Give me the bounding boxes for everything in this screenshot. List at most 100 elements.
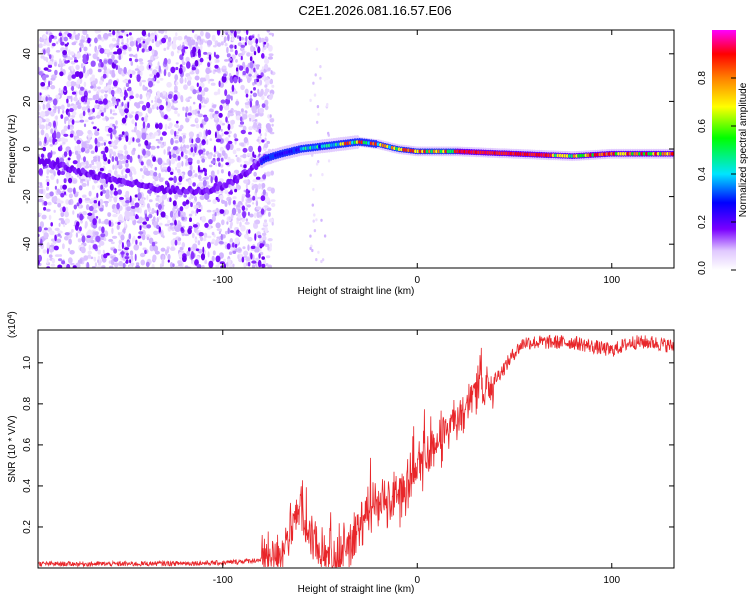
noise-speckle <box>266 207 272 212</box>
noise-speckle <box>215 264 220 268</box>
noise-speckle <box>187 227 192 235</box>
noise-speckle <box>261 263 266 268</box>
noise-speckle <box>163 149 166 155</box>
noise-speckle <box>128 211 134 217</box>
noise-speckle <box>244 102 250 106</box>
noise-speckle <box>54 69 58 76</box>
noise-speckle <box>251 260 257 264</box>
noise-speckle <box>111 69 115 76</box>
noise-speckle <box>219 195 224 200</box>
noise-speckle <box>91 165 97 170</box>
noise-speckle <box>109 183 114 191</box>
noise-speckle <box>215 54 220 59</box>
noise-speckle <box>131 255 133 260</box>
noise-speckle <box>207 251 210 258</box>
noise-speckle <box>194 173 198 178</box>
noise-speckle <box>47 201 52 206</box>
noise-speckle <box>96 56 100 62</box>
noise-speckle <box>218 178 224 182</box>
noise-speckle <box>57 203 62 208</box>
noise-speckle <box>140 259 146 266</box>
noise-speckle <box>262 189 266 196</box>
noise-speckle <box>232 149 237 155</box>
noise-speckle <box>311 248 314 253</box>
noise-speckle <box>183 194 187 198</box>
noise-speckle <box>67 257 73 264</box>
noise-speckle <box>45 96 48 102</box>
noise-speckle <box>92 107 95 113</box>
noise-speckle <box>189 164 193 172</box>
noise-speckle <box>90 60 96 67</box>
noise-speckle <box>40 238 43 247</box>
noise-speckle <box>43 227 48 231</box>
spectrogram-ylabel: Frequency (Hz) <box>7 115 18 184</box>
noise-speckle <box>261 53 265 59</box>
noise-speckle <box>132 147 136 152</box>
noise-speckle <box>175 66 179 71</box>
noise-speckle <box>99 47 105 54</box>
noise-speckle <box>262 232 267 236</box>
noise-speckle <box>219 209 225 214</box>
noise-speckle <box>67 247 71 252</box>
noise-speckle <box>38 185 43 189</box>
noise-speckle <box>200 44 203 51</box>
noise-speckle <box>165 249 168 256</box>
noise-speckle <box>162 90 167 95</box>
noise-speckle <box>48 254 53 258</box>
noise-speckle <box>155 95 159 99</box>
noise-speckle <box>212 45 217 48</box>
noise-speckle <box>172 153 177 158</box>
noise-speckle <box>114 170 118 176</box>
noise-speckle <box>116 202 120 210</box>
noise-speckle <box>233 76 238 84</box>
noise-speckle <box>95 49 99 56</box>
noise-speckle <box>97 136 104 142</box>
noise-speckle <box>223 131 229 135</box>
noise-speckle <box>161 37 167 44</box>
noise-speckle <box>57 233 61 237</box>
noise-speckle <box>93 256 97 262</box>
noise-speckle <box>150 145 156 150</box>
noise-speckle <box>257 88 260 95</box>
noise-speckle <box>138 65 145 72</box>
noise-speckle <box>233 133 237 139</box>
noise-speckle <box>90 198 94 202</box>
noise-speckle <box>206 139 209 146</box>
noise-speckle <box>234 243 238 248</box>
y-tick-label: 0.8 <box>22 396 33 410</box>
noise-speckle <box>189 217 192 222</box>
noise-speckle <box>264 58 270 64</box>
noise-speckle <box>313 93 317 97</box>
noise-speckle <box>253 223 259 229</box>
noise-speckle <box>83 255 89 261</box>
noise-speckle <box>155 40 161 48</box>
noise-speckle <box>46 257 49 264</box>
noise-speckle <box>155 197 160 202</box>
noise-speckle <box>66 263 71 268</box>
noise-speckle <box>195 238 198 242</box>
noise-speckle <box>97 265 103 268</box>
noise-speckle <box>249 52 254 57</box>
noise-speckle <box>264 132 267 137</box>
noise-speckle <box>175 166 178 171</box>
noise-speckle <box>72 160 78 165</box>
noise-speckle <box>159 92 164 98</box>
noise-speckle <box>130 175 133 182</box>
noise-speckle <box>134 58 139 63</box>
noise-speckle <box>162 166 168 170</box>
noise-speckle <box>159 195 163 203</box>
noise-speckle <box>185 106 189 113</box>
noise-speckle <box>173 135 179 140</box>
noise-speckle <box>74 120 81 124</box>
noise-speckle <box>129 155 133 163</box>
noise-speckle <box>93 83 96 89</box>
noise-speckle <box>323 234 327 238</box>
noise-speckle <box>87 97 94 101</box>
noise-speckle <box>150 162 153 169</box>
noise-speckle <box>263 41 267 45</box>
noise-speckle <box>47 97 53 101</box>
noise-speckle <box>125 200 131 204</box>
noise-speckle <box>86 105 90 109</box>
noise-speckle <box>134 202 140 208</box>
noise-speckle <box>191 232 195 239</box>
